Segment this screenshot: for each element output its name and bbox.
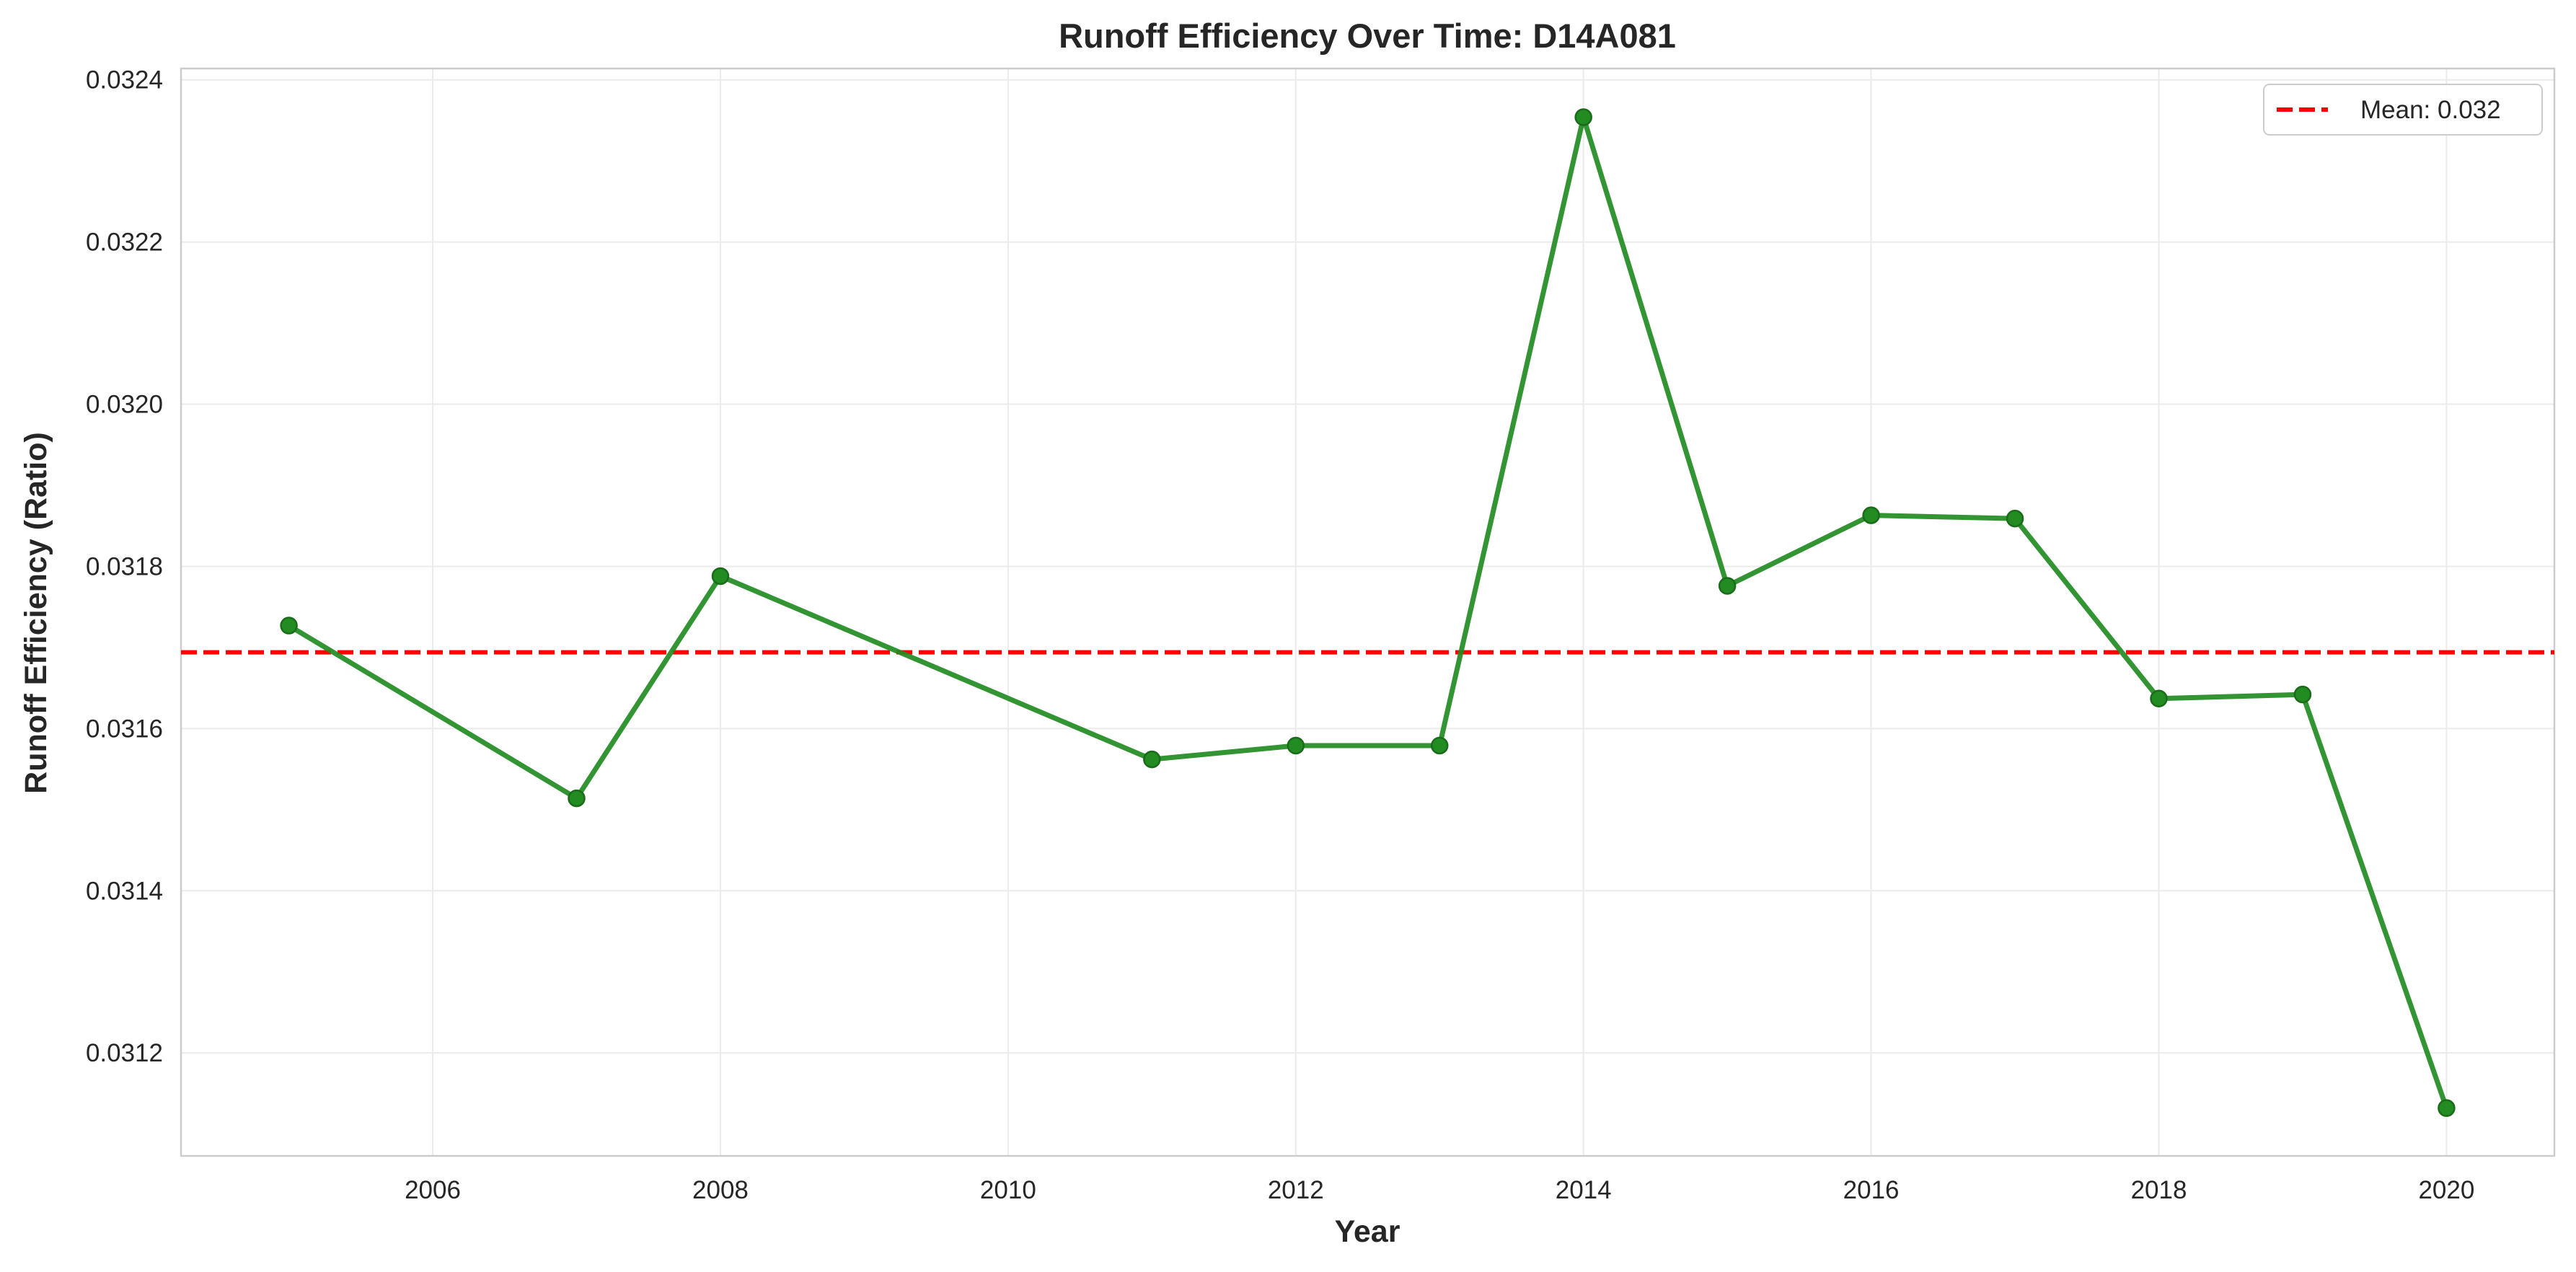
legend-box [2263,84,2543,136]
y-tick-label: 0.0318 [86,552,163,580]
data-points [280,108,2456,1117]
y-tick-label: 0.0324 [86,66,163,94]
y-tick-label: 0.0314 [86,877,163,905]
data-point [1143,750,1161,769]
data-point [2438,1099,2456,1117]
data-point [2006,509,2024,528]
data-point [1574,108,1592,126]
y-tick-label: 0.0320 [86,391,163,419]
y-tick-label: 0.0312 [86,1039,163,1067]
data-point [1718,577,1737,595]
y-tick-labels: 0.0312 0.0314 0.0316 0.0318 0.0320 0.0322 0.03… [86,66,163,1067]
legend: Mean: 0.032 [2263,84,2543,136]
y-tick-label: 0.0322 [86,229,163,257]
data-point [568,789,586,808]
data-point [711,567,730,586]
y-axis-label: Runoff Efficiency (Ratio) [19,432,53,794]
data-point [1287,736,1305,755]
x-tick-label: 2020 [2418,1176,2474,1204]
x-tick-labels: 2006 2008 2010 2012 2014 2016 2018 2020 [405,1176,2474,1204]
data-point [1430,736,1449,755]
x-tick-label: 2018 [2131,1176,2187,1204]
x-tick-label: 2006 [405,1176,461,1204]
plot-area-frame [180,67,2556,1157]
x-tick-label: 2016 [1843,1176,1900,1204]
x-axis-label: Year [1335,1214,1401,1249]
data-point [2150,689,2168,708]
y-tick-label: 0.0316 [86,715,163,743]
x-tick-label: 2014 [1556,1176,1612,1204]
x-tick-label: 2008 [692,1176,749,1204]
data-point [2293,685,2312,704]
legend-label-mean: Mean: 0.032 [2360,96,2501,124]
data-point [1862,506,1880,524]
x-tick-label: 2012 [1268,1176,1324,1204]
chart-title: Runoff Efficiency Over Time: D14A081 [1059,17,1676,55]
x-tick-label: 2010 [980,1176,1036,1204]
grid-lines [181,69,2554,1156]
data-point [280,617,298,635]
